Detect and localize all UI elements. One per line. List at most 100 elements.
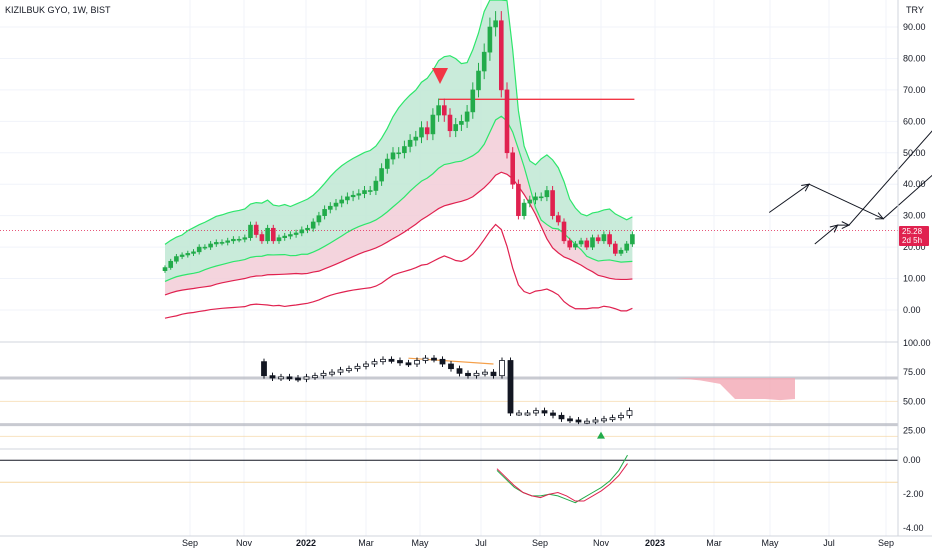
price-candle[interactable] <box>248 221 253 241</box>
price-candle[interactable] <box>447 108 453 138</box>
projection-arrows[interactable] <box>768 102 932 245</box>
price-candle[interactable] <box>436 98 441 122</box>
price-candle[interactable] <box>162 265 168 273</box>
price-candle[interactable] <box>612 241 618 257</box>
price-candle[interactable] <box>191 249 196 257</box>
momentum-panel[interactable] <box>0 454 898 504</box>
price-candle[interactable] <box>219 239 225 246</box>
price-candle[interactable] <box>384 153 390 174</box>
price-candle[interactable] <box>299 226 305 237</box>
price-candle[interactable] <box>464 105 470 128</box>
price-candles[interactable] <box>162 11 635 273</box>
price-candle[interactable] <box>379 163 384 186</box>
price-candle[interactable] <box>595 234 601 244</box>
price-candle[interactable] <box>430 108 436 141</box>
price-candle[interactable] <box>356 189 362 200</box>
price-candle[interactable] <box>453 117 459 138</box>
price-candle[interactable] <box>367 185 373 196</box>
price-candle[interactable] <box>174 253 179 264</box>
price-candle[interactable] <box>396 147 402 159</box>
price-candle[interactable] <box>584 237 590 250</box>
price-candle[interactable] <box>601 231 607 244</box>
price-candle[interactable] <box>402 140 407 159</box>
price-candle[interactable] <box>185 250 191 258</box>
price-candle[interactable] <box>242 234 248 243</box>
price-candle[interactable] <box>168 258 173 270</box>
price-candle[interactable] <box>305 224 310 234</box>
price-candle[interactable] <box>231 236 236 244</box>
price-candle[interactable] <box>590 234 595 250</box>
price-candle[interactable] <box>550 185 555 220</box>
price-candle[interactable] <box>533 192 538 205</box>
price-candle[interactable] <box>276 234 282 244</box>
price-candle[interactable] <box>567 237 573 250</box>
time-axis[interactable]: Sep Nov 2022 Mar May Jul Sep Nov 2023 Mar May Jul Se… <box>182 538 894 548</box>
price-candle[interactable] <box>362 185 367 199</box>
price-candle[interactable] <box>516 179 521 220</box>
price-candle[interactable] <box>481 43 487 80</box>
price-candle[interactable] <box>390 147 396 165</box>
oscillator-candle <box>507 357 514 416</box>
price-candle[interactable] <box>424 121 430 141</box>
price-candle[interactable] <box>196 244 202 255</box>
price-candle[interactable] <box>555 211 561 226</box>
price-candle[interactable] <box>476 62 481 98</box>
projection-arrow[interactable] <box>814 102 932 245</box>
price-candle[interactable] <box>413 130 419 147</box>
price-candle[interactable] <box>288 231 293 240</box>
price-candle[interactable] <box>544 185 550 202</box>
time-axis-label: 2023 <box>645 538 665 548</box>
price-candle[interactable] <box>208 241 213 250</box>
price-candle[interactable] <box>630 231 635 247</box>
price-candle[interactable] <box>527 195 533 208</box>
price-candle[interactable] <box>419 121 424 144</box>
oscillator-candle <box>550 410 556 419</box>
price-candle[interactable] <box>504 82 510 159</box>
price-candle[interactable] <box>350 190 356 202</box>
price-candle[interactable] <box>373 176 379 196</box>
price-scale[interactable]: 90.00 80.00 70.00 60.00 50.00 40.00 30.00 20.00… <box>903 22 931 533</box>
price-candle[interactable] <box>327 202 333 214</box>
price-candle[interactable] <box>333 198 339 211</box>
price-candle[interactable] <box>493 11 498 37</box>
price-candle[interactable] <box>225 237 230 246</box>
price-candle[interactable] <box>521 198 527 220</box>
price-candle[interactable] <box>561 218 567 244</box>
price-candle[interactable] <box>265 224 270 244</box>
price-candle[interactable] <box>459 114 464 131</box>
price-candle[interactable] <box>282 232 288 241</box>
price-candle[interactable] <box>441 98 447 122</box>
price-candle[interactable] <box>538 192 544 202</box>
price-candle[interactable] <box>407 134 413 153</box>
price-candle[interactable] <box>293 229 299 238</box>
price-candle[interactable] <box>345 192 350 205</box>
price-candle[interactable] <box>236 236 242 243</box>
buy-signal-triangle-icon <box>597 431 605 439</box>
price-candle[interactable] <box>214 239 219 247</box>
price-candle[interactable] <box>573 241 578 250</box>
price-candle[interactable] <box>316 211 322 226</box>
price-candle[interactable] <box>470 82 476 119</box>
price-candle[interactable] <box>202 244 208 250</box>
price-candle[interactable] <box>578 237 584 247</box>
price-candle[interactable] <box>498 11 504 98</box>
price-candle[interactable] <box>618 247 624 257</box>
price-candle[interactable] <box>322 205 327 220</box>
momentum-green-line <box>496 454 628 504</box>
price-candle[interactable] <box>510 147 516 189</box>
price-candle[interactable] <box>179 252 185 260</box>
price-candle[interactable] <box>339 195 345 208</box>
price-candle[interactable] <box>624 241 630 253</box>
price-candle[interactable] <box>253 221 259 238</box>
arrow-head-icon <box>801 183 811 192</box>
oscillator-panel[interactable] <box>0 355 898 439</box>
projection-arrow[interactable] <box>768 102 932 220</box>
price-candle[interactable] <box>607 231 612 247</box>
price-candle[interactable] <box>487 17 493 61</box>
price-panel[interactable] <box>0 0 932 319</box>
oscillator-candle <box>269 372 276 381</box>
price-candle[interactable] <box>310 218 316 232</box>
price-candle[interactable] <box>259 231 265 244</box>
price-candle[interactable] <box>270 224 276 244</box>
